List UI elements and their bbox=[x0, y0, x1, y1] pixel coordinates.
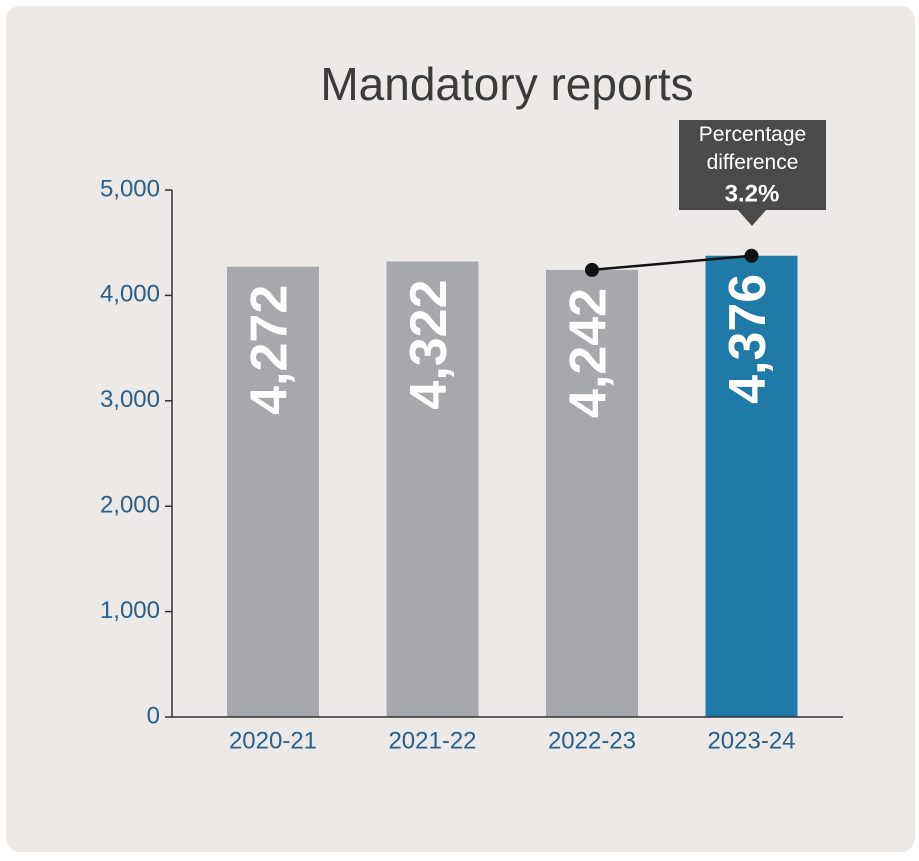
y-tick-label: 3,000 bbox=[100, 386, 160, 413]
annotation-text: Percentage difference bbox=[698, 123, 807, 174]
callout-pointer bbox=[737, 209, 767, 226]
connector-dot bbox=[585, 262, 599, 277]
value-label: 4,376 bbox=[719, 274, 777, 404]
value-label: 4,242 bbox=[560, 288, 618, 418]
annotation: Percentage difference bbox=[679, 121, 826, 177]
connector bbox=[591, 254, 752, 272]
bar bbox=[705, 255, 798, 718]
connector-dot bbox=[744, 248, 759, 263]
y-tick-label: 2,000 bbox=[100, 492, 160, 519]
x-tick-label: 2020-21 bbox=[229, 727, 317, 754]
chart-title: Mandatory reports bbox=[320, 58, 693, 110]
y-tick-label: 4,000 bbox=[100, 281, 160, 308]
bar bbox=[546, 269, 638, 717]
x-tick-label: 2022-23 bbox=[548, 727, 636, 754]
x-tick-label: 2021-22 bbox=[388, 727, 476, 754]
value-label: 4,322 bbox=[400, 279, 458, 409]
callout-box bbox=[679, 120, 826, 210]
bar bbox=[227, 266, 319, 717]
x-tick-label: 2023-24 bbox=[707, 727, 795, 754]
annotation-value: 3.2% bbox=[725, 180, 780, 207]
y-tick-label: 1,000 bbox=[100, 597, 160, 624]
bar bbox=[386, 261, 479, 717]
y-tick-label: 0 bbox=[147, 702, 160, 729]
value-label: 4,272 bbox=[241, 285, 299, 415]
y-tick-label: 5,000 bbox=[100, 175, 160, 202]
